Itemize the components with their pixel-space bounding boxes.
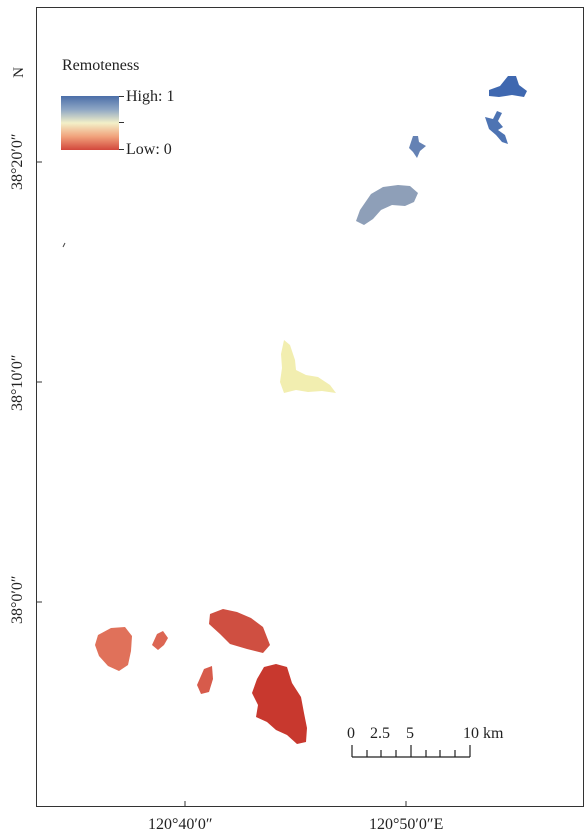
latitude-label: 38°0′0″ — [9, 575, 26, 624]
east-island — [485, 111, 508, 144]
legend-tick-mid — [119, 122, 124, 123]
longitude-label: 120°40′0″ — [148, 816, 213, 833]
map-frame — [36, 7, 584, 807]
scale-label: 5 — [406, 725, 414, 742]
small-northern-island — [409, 136, 426, 158]
latitude-label: 38°10′0″ — [9, 354, 26, 411]
legend-color-ramp — [61, 96, 119, 150]
central-island — [280, 340, 336, 393]
south-main-island — [252, 664, 307, 744]
scale-label: 10 km — [463, 725, 504, 742]
longitude-label: 120°50′0″E — [369, 816, 444, 833]
south-central-island — [209, 609, 270, 653]
legend-low-label: Low: 0 — [126, 141, 172, 158]
legend-title: Remoteness — [62, 57, 140, 74]
north-label: N — [10, 67, 27, 78]
map-mark — [62, 242, 66, 248]
tiny-island — [197, 666, 213, 694]
scale-bar — [351, 745, 471, 758]
scale-label: 0 — [347, 725, 355, 742]
south-small-island — [152, 631, 168, 650]
latitude-label: 38°20′0″ — [9, 133, 26, 190]
legend-tick-low — [119, 149, 124, 150]
legend-tick-high — [119, 96, 124, 97]
scale-label: 2.5 — [370, 725, 390, 742]
middle-north-island — [356, 185, 418, 225]
northeast-island — [489, 76, 527, 97]
legend-high-label: High: 1 — [126, 88, 175, 105]
southwest-island — [95, 627, 132, 671]
